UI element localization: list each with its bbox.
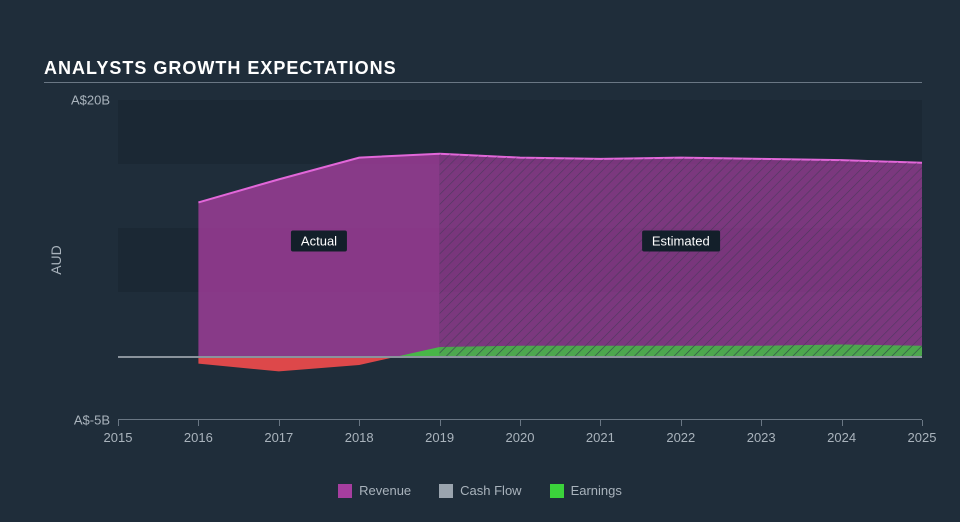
y-tick-label: A$-5B	[74, 413, 110, 428]
x-tick-mark	[922, 420, 923, 426]
x-tick-label: 2023	[747, 430, 776, 445]
title-rule	[44, 82, 922, 83]
chart-svg	[118, 100, 922, 420]
region-label-actual: Actual	[291, 230, 347, 251]
chart-title: ANALYSTS GROWTH EXPECTATIONS	[44, 58, 397, 79]
x-tick-label: 2024	[827, 430, 856, 445]
hatch-earnings-est	[440, 344, 922, 356]
x-tick-mark	[279, 420, 280, 426]
legend-swatch-revenue	[338, 484, 352, 498]
x-tick-mark	[198, 420, 199, 426]
x-tick-mark	[520, 420, 521, 426]
x-tick-label: 2019	[425, 430, 454, 445]
x-tick-mark	[600, 420, 601, 426]
revenue-area-actual	[198, 154, 439, 356]
legend-label-revenue: Revenue	[359, 483, 411, 498]
y-tick-label: A$20B	[71, 93, 110, 108]
x-tick-mark	[761, 420, 762, 426]
region-label-estimated: Estimated	[642, 230, 720, 251]
y-axis-label: AUD	[48, 245, 64, 275]
x-tick-label: 2022	[666, 430, 695, 445]
x-tick-label: 2018	[345, 430, 374, 445]
x-tick-label: 2016	[184, 430, 213, 445]
x-tick-mark	[118, 420, 119, 426]
x-tick-label: 2020	[506, 430, 535, 445]
plot-area: A$20BA$-5B201520162017201820192020202120…	[118, 100, 922, 420]
legend-item-revenue: Revenue	[338, 483, 411, 498]
x-tick-label: 2021	[586, 430, 615, 445]
x-tick-mark	[681, 420, 682, 426]
x-tick-mark	[440, 420, 441, 426]
x-tick-label: 2015	[104, 430, 133, 445]
legend: Revenue Cash Flow Earnings	[0, 483, 960, 498]
x-tick-label: 2025	[908, 430, 937, 445]
legend-item-earnings: Earnings	[550, 483, 622, 498]
x-tick-mark	[359, 420, 360, 426]
legend-item-cashflow: Cash Flow	[439, 483, 521, 498]
legend-label-cashflow: Cash Flow	[460, 483, 521, 498]
legend-swatch-cashflow	[439, 484, 453, 498]
legend-label-earnings: Earnings	[571, 483, 622, 498]
zero-line	[118, 356, 922, 358]
hatch-revenue-est	[440, 154, 922, 356]
x-tick-label: 2017	[264, 430, 293, 445]
legend-swatch-earnings	[550, 484, 564, 498]
x-tick-mark	[842, 420, 843, 426]
earnings-area-negative	[198, 356, 399, 371]
